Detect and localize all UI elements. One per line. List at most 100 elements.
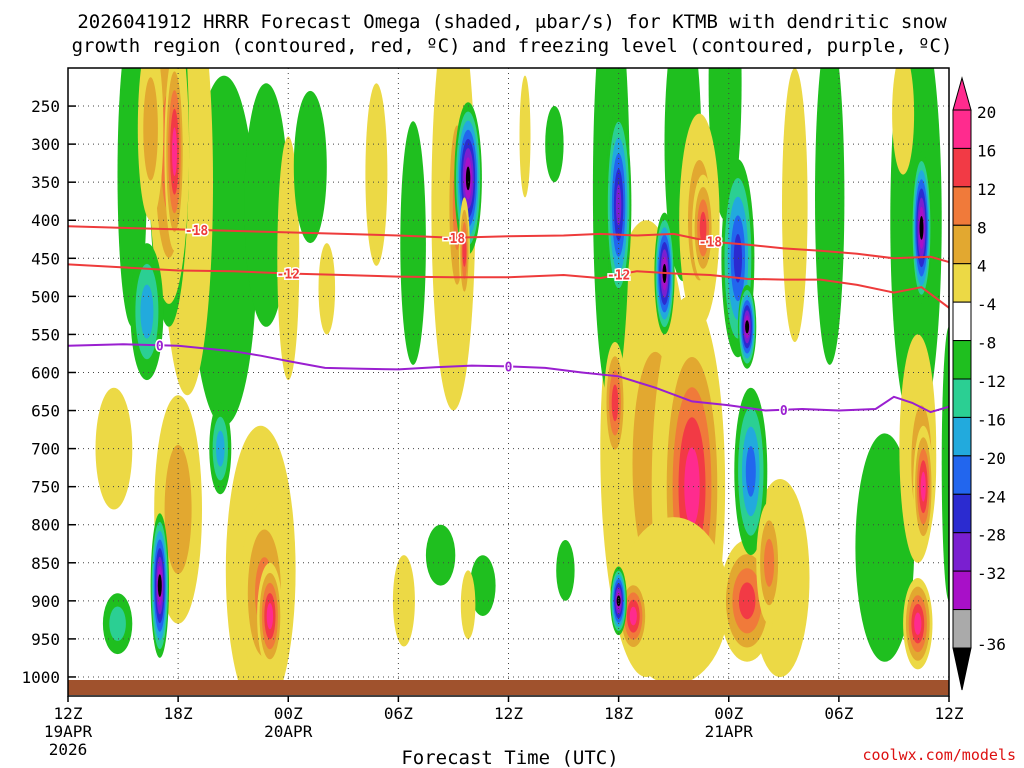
- omega-cell-40-level-20: [172, 127, 177, 176]
- omega-cell-24-level-4: [782, 68, 808, 342]
- omega-cell-46-level-4: [892, 68, 915, 175]
- grid-lines: [68, 68, 949, 680]
- chart-title-line2: growth region (contoured, red, ºC) and f…: [72, 35, 953, 57]
- y-tick-label-450: 450: [31, 249, 60, 268]
- colorbar-swatch-8: [952, 416, 972, 457]
- contour-line-2: [68, 343, 949, 414]
- omega-cell-15-level-8: [164, 445, 192, 574]
- contour-label-1-0: -12: [277, 268, 300, 283]
- x-tick-label-48: 12Z: [935, 704, 964, 723]
- x-tick-label-36: 00Z: [714, 704, 743, 723]
- contour-label-1-1: -12: [607, 269, 630, 284]
- y-tick-label-800: 800: [31, 516, 60, 535]
- y-tick-label-550: 550: [31, 325, 60, 344]
- omega-cell-63-level--8: [556, 540, 575, 601]
- omega-cell-57-level--36: [745, 320, 750, 334]
- contour-label-2-1: 0: [505, 360, 513, 375]
- y-tick-label-650: 650: [31, 402, 60, 421]
- omega-cell-58-level-4: [318, 243, 336, 335]
- colorbar-swatch-13: [952, 609, 972, 649]
- omega-cell-39-level-4: [365, 83, 388, 266]
- colorbar-label-1: 16: [977, 141, 996, 160]
- omega-cell-44-level-16: [611, 384, 619, 422]
- colorbar-label-6: -8: [977, 334, 996, 353]
- y-tick-label-1000: 1000: [21, 668, 60, 687]
- omega-cell-34-level-8: [143, 77, 158, 181]
- x-tick-label-24: 12Z: [494, 704, 523, 723]
- x-tick-label-0: 12Z: [54, 704, 83, 723]
- omega-cell-25-level-16: [738, 582, 756, 620]
- omega-cell-45-level-20: [914, 612, 922, 635]
- y-tick-label-700: 700: [31, 440, 60, 459]
- y-tick-label-950: 950: [31, 630, 60, 649]
- colorbar-swatch-3: [952, 224, 972, 265]
- x-tick-label-6: 18Z: [164, 704, 193, 723]
- colorbar-swatch-2: [952, 186, 972, 226]
- x-tick-label-12: 00Z: [274, 704, 303, 723]
- contour-line-1: [68, 263, 949, 309]
- omega-cell-30-level--28: [615, 184, 622, 226]
- y-tick-label-850: 850: [31, 554, 60, 573]
- colorbar-label-8: -16: [977, 410, 1006, 429]
- colorbar-swatch-5: [952, 301, 972, 342]
- x-tick-date-36: 21APR: [705, 722, 754, 741]
- omega-cell-47-level--36: [157, 574, 162, 597]
- colorbar-swatch-10: [952, 493, 972, 534]
- omega-cell-28-level--20: [745, 446, 756, 497]
- omega-cell-41-level-12: [764, 538, 775, 587]
- colorbar-label-4: 4: [977, 257, 987, 276]
- colorbar-swatch-11: [952, 532, 972, 572]
- y-tick-label-300: 300: [31, 135, 60, 154]
- omega-cell-26-level--24: [733, 233, 743, 283]
- omega-cell-52-level--16: [216, 430, 225, 467]
- x-tick-date-12: 20APR: [264, 722, 313, 741]
- omega-cell-12-level--8: [855, 433, 915, 662]
- omega-cell-60-level-4: [519, 75, 531, 198]
- temperature-contours: -18 -18 -18 -12 -12 0 0 0: [68, 222, 949, 420]
- colorbar-label-13: -36: [977, 635, 1006, 654]
- chart-title-line1: 2026041912 HRRR Forecast Omega (shaded, …: [77, 11, 947, 33]
- colorbar-swatch-9: [952, 455, 972, 495]
- x-axis-label: Forecast Time (UTC): [401, 747, 618, 768]
- omega-cell-43-level-20: [266, 603, 274, 630]
- omega-cell-64-level-4: [460, 570, 476, 639]
- contour-label-2-2: 0: [780, 404, 788, 419]
- x-tick-label-18: 06Z: [384, 704, 413, 723]
- x-tick-label-42: 06Z: [824, 704, 853, 723]
- colorbar-label-9: -20: [977, 449, 1006, 468]
- y-tick-label-500: 500: [31, 287, 60, 306]
- omega-cell-38-level--8: [941, 326, 949, 601]
- omega-cell-56-level--8: [470, 555, 496, 616]
- contour-label-0-0: -18: [185, 224, 209, 239]
- omega-cell-55-level--8: [425, 524, 456, 586]
- omega-cell-8-level-4: [618, 517, 729, 680]
- omega-cell-54-level--12: [109, 606, 126, 641]
- colorbar-swatch-4: [952, 263, 972, 303]
- omega-cell-42-level--36: [919, 216, 924, 240]
- y-tick-label-900: 900: [31, 592, 60, 611]
- omega-cell-35-level--16: [140, 284, 154, 339]
- colorbar-label-7: -12: [977, 372, 1006, 391]
- omega-cell-7-level-20: [684, 447, 700, 526]
- colorbar-label-11: -28: [977, 526, 1006, 545]
- y-tick-label-400: 400: [31, 211, 60, 230]
- y-tick-label-350: 350: [31, 173, 60, 192]
- colorbar-swatch-12: [952, 570, 972, 611]
- omega-cell-51-level-20: [629, 606, 637, 626]
- omega-cell-59-level--8: [545, 106, 564, 183]
- y-tick-label-250: 250: [31, 97, 60, 116]
- colorbar-swatch-1: [952, 147, 972, 188]
- colorbar-label-0: 20: [977, 103, 996, 122]
- colorbar-swatch-6: [952, 340, 972, 380]
- x-tick-year-0: 2026: [49, 740, 88, 759]
- contour-label-0-2: -18: [699, 236, 723, 251]
- x-tick-label-30: 18Z: [604, 704, 633, 723]
- colorbar-label-2: 12: [977, 180, 996, 199]
- omega-cell-16-level--8: [244, 83, 289, 327]
- credit-text: coolwx.com/models: [862, 746, 1016, 764]
- colorbar-top-arrow: [952, 76, 972, 111]
- omega-cell-18-level--8: [815, 68, 845, 365]
- y-tick-label-600: 600: [31, 363, 60, 382]
